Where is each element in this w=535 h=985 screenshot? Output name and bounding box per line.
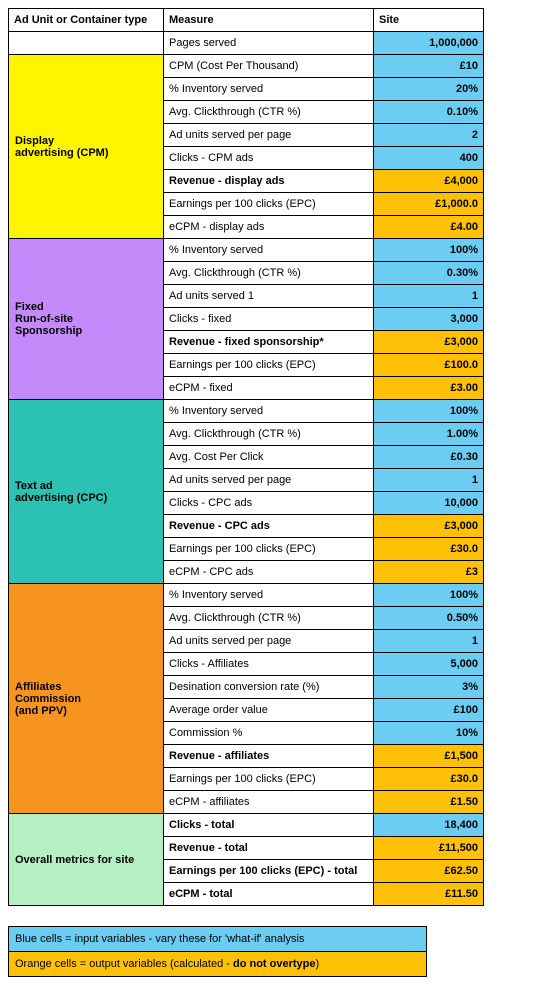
value-cell: 1 [374, 630, 484, 653]
table-row: Overall metrics for siteClicks - total18… [9, 814, 484, 837]
category-cell: Overall metrics for site [9, 814, 164, 906]
measure-cell: Ad units served per page [164, 630, 374, 653]
header-site: Site [374, 9, 484, 32]
value-cell: £3,000 [374, 515, 484, 538]
value-cell: £11,500 [374, 837, 484, 860]
value-cell: 0.50% [374, 607, 484, 630]
measure-cell: Revenue - CPC ads [164, 515, 374, 538]
value-cell: £4.00 [374, 216, 484, 239]
ad-revenue-table: Ad Unit or Container type Measure Site P… [8, 8, 484, 906]
value-cell: 100% [374, 584, 484, 607]
value-cell: 1.00% [374, 423, 484, 446]
measure-cell: Ad units served per page [164, 124, 374, 147]
value-cell: £1,500 [374, 745, 484, 768]
measure-cell: Average order value [164, 699, 374, 722]
value-cell: £10 [374, 55, 484, 78]
measure-cell: Revenue - fixed sponsorship* [164, 331, 374, 354]
legend-blue-cell: Blue cells = input variables - vary thes… [9, 927, 427, 952]
category-cell: Affiliates Commission (and PPV) [9, 584, 164, 814]
measure-cell: Clicks - CPC ads [164, 492, 374, 515]
header-measure: Measure [164, 9, 374, 32]
legend-table: Blue cells = input variables - vary thes… [8, 926, 427, 977]
header-row: Ad Unit or Container type Measure Site [9, 9, 484, 32]
category-cell [9, 32, 164, 55]
value-cell: £30.0 [374, 538, 484, 561]
measure-cell: eCPM - total [164, 883, 374, 906]
value-cell: £1.50 [374, 791, 484, 814]
table-row: Pages served1,000,000 [9, 32, 484, 55]
legend-orange-cell: Orange cells = output variables (calcula… [9, 952, 427, 977]
measure-cell: Commission % [164, 722, 374, 745]
category-cell: Fixed Run-of-site Sponsorship [9, 239, 164, 400]
value-cell: £3,000 [374, 331, 484, 354]
value-cell: £0.30 [374, 446, 484, 469]
measure-cell: % Inventory served [164, 78, 374, 101]
measure-cell: Pages served [164, 32, 374, 55]
measure-cell: Revenue - total [164, 837, 374, 860]
measure-cell: Earnings per 100 clicks (EPC) [164, 768, 374, 791]
measure-cell: CPM (Cost Per Thousand) [164, 55, 374, 78]
measure-cell: Earnings per 100 clicks (EPC) [164, 354, 374, 377]
measure-cell: Earnings per 100 clicks (EPC) [164, 193, 374, 216]
value-cell: 2 [374, 124, 484, 147]
measure-cell: Clicks - fixed [164, 308, 374, 331]
measure-cell: Earnings per 100 clicks (EPC) [164, 538, 374, 561]
legend-orange-pre: Orange cells = output variables (calcula… [15, 958, 233, 970]
measure-cell: Avg. Clickthrough (CTR %) [164, 262, 374, 285]
measure-cell: Avg. Clickthrough (CTR %) [164, 423, 374, 446]
value-cell: 0.10% [374, 101, 484, 124]
value-cell: 1,000,000 [374, 32, 484, 55]
value-cell: 18,400 [374, 814, 484, 837]
value-cell: £100 [374, 699, 484, 722]
table-row: Display advertising (CPM)CPM (Cost Per T… [9, 55, 484, 78]
measure-cell: Avg. Clickthrough (CTR %) [164, 101, 374, 124]
measure-cell: eCPM - affiliates [164, 791, 374, 814]
legend-orange-post: ) [316, 958, 320, 970]
category-cell: Text ad advertising (CPC) [9, 400, 164, 584]
measure-cell: Clicks - total [164, 814, 374, 837]
measure-cell: Desination conversion rate (%) [164, 676, 374, 699]
header-category: Ad Unit or Container type [9, 9, 164, 32]
value-cell: £1,000.0 [374, 193, 484, 216]
value-cell: 0.30% [374, 262, 484, 285]
measure-cell: Ad units served per page [164, 469, 374, 492]
measure-cell: Avg. Cost Per Click [164, 446, 374, 469]
measure-cell: Ad units served 1 [164, 285, 374, 308]
value-cell: 10,000 [374, 492, 484, 515]
measure-cell: Clicks - Affiliates [164, 653, 374, 676]
value-cell: £3.00 [374, 377, 484, 400]
measure-cell: % Inventory served [164, 400, 374, 423]
table-row: Text ad advertising (CPC)% Inventory ser… [9, 400, 484, 423]
value-cell: £4,000 [374, 170, 484, 193]
measure-cell: Earnings per 100 clicks (EPC) - total [164, 860, 374, 883]
value-cell: £11.50 [374, 883, 484, 906]
value-cell: 1 [374, 285, 484, 308]
value-cell: 100% [374, 400, 484, 423]
value-cell: 100% [374, 239, 484, 262]
value-cell: 3,000 [374, 308, 484, 331]
table-row: Affiliates Commission (and PPV)% Invento… [9, 584, 484, 607]
value-cell: £62.50 [374, 860, 484, 883]
measure-cell: Clicks - CPM ads [164, 147, 374, 170]
measure-cell: Revenue - affiliates [164, 745, 374, 768]
legend-orange-bold: do not overtype [233, 958, 316, 970]
measure-cell: eCPM - CPC ads [164, 561, 374, 584]
value-cell: 20% [374, 78, 484, 101]
measure-cell: % Inventory served [164, 239, 374, 262]
measure-cell: eCPM - fixed [164, 377, 374, 400]
value-cell: £100.0 [374, 354, 484, 377]
value-cell: 10% [374, 722, 484, 745]
table-row: Fixed Run-of-site Sponsorship% Inventory… [9, 239, 484, 262]
category-cell: Display advertising (CPM) [9, 55, 164, 239]
value-cell: 5,000 [374, 653, 484, 676]
value-cell: £3 [374, 561, 484, 584]
value-cell: 3% [374, 676, 484, 699]
measure-cell: Avg. Clickthrough (CTR %) [164, 607, 374, 630]
value-cell: £30.0 [374, 768, 484, 791]
value-cell: 1 [374, 469, 484, 492]
measure-cell: % Inventory served [164, 584, 374, 607]
measure-cell: eCPM - display ads [164, 216, 374, 239]
value-cell: 400 [374, 147, 484, 170]
measure-cell: Revenue - display ads [164, 170, 374, 193]
